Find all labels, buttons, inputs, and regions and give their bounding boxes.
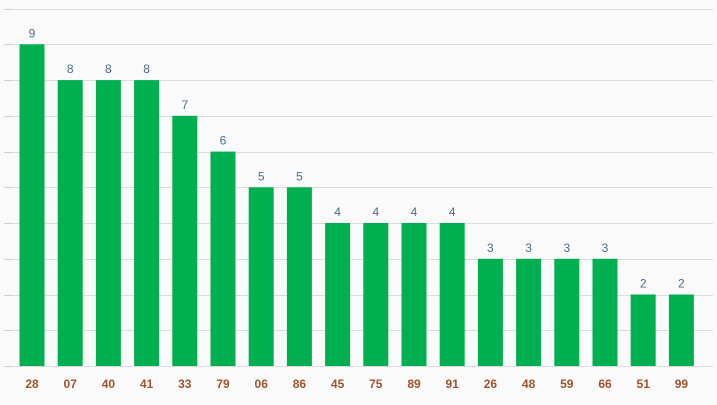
bar-33 <box>172 115 198 366</box>
bar-45 <box>325 223 351 366</box>
bar-48 <box>516 258 542 366</box>
category-label-40: 40 <box>102 377 116 391</box>
value-label-75: 4 <box>372 205 379 219</box>
bar-26 <box>477 258 503 366</box>
category-label-28: 28 <box>25 377 39 391</box>
bar-86 <box>286 187 312 366</box>
value-label-41: 8 <box>143 62 150 76</box>
category-label-51: 51 <box>637 377 651 391</box>
value-label-06: 5 <box>258 169 265 183</box>
bar-40 <box>95 80 121 366</box>
bar-91 <box>439 223 465 366</box>
value-label-99: 2 <box>678 277 685 291</box>
value-label-89: 4 <box>411 205 418 219</box>
value-label-79: 6 <box>220 134 227 148</box>
category-label-99: 99 <box>675 377 689 391</box>
category-labels-layer: 28 07 40 41 33 79 06 86 45 75 89 91 26 48 59 66 51 99 <box>25 377 688 391</box>
category-label-33: 33 <box>178 377 192 391</box>
category-label-75: 75 <box>369 377 383 391</box>
value-labels-layer: 9 8 8 8 7 6 5 5 4 4 4 4 3 3 3 3 2 2 <box>29 26 685 290</box>
value-label-26: 3 <box>487 241 494 255</box>
bars-layer <box>19 44 694 367</box>
value-label-66: 3 <box>602 241 609 255</box>
category-label-48: 48 <box>522 377 536 391</box>
bar-99 <box>668 294 694 366</box>
bar-79 <box>210 151 236 366</box>
grid-layer <box>4 9 713 367</box>
value-label-33: 7 <box>181 98 188 112</box>
bar-66 <box>592 258 618 366</box>
category-label-45: 45 <box>331 377 345 391</box>
bar-51 <box>630 294 656 366</box>
value-label-28: 9 <box>29 26 36 40</box>
bar-59 <box>554 258 580 366</box>
value-label-86: 5 <box>296 169 303 183</box>
bar-07 <box>57 80 83 366</box>
category-label-91: 91 <box>446 377 460 391</box>
bar-75 <box>363 223 389 366</box>
category-label-26: 26 <box>484 377 498 391</box>
value-label-40: 8 <box>105 62 112 76</box>
bar-06 <box>248 187 274 366</box>
category-label-59: 59 <box>560 377 574 391</box>
category-label-07: 07 <box>64 377 78 391</box>
category-label-41: 41 <box>140 377 154 391</box>
value-label-07: 8 <box>67 62 74 76</box>
value-label-51: 2 <box>640 277 647 291</box>
bar-89 <box>401 223 427 366</box>
category-label-86: 86 <box>293 377 307 391</box>
category-label-79: 79 <box>216 377 230 391</box>
bar-28 <box>19 44 45 367</box>
value-label-48: 3 <box>525 241 532 255</box>
category-label-89: 89 <box>407 377 421 391</box>
value-label-45: 4 <box>334 205 341 219</box>
value-label-59: 3 <box>563 241 570 255</box>
bar-41 <box>134 80 160 366</box>
value-label-91: 4 <box>449 205 456 219</box>
category-label-66: 66 <box>598 377 612 391</box>
category-label-06: 06 <box>255 377 269 391</box>
